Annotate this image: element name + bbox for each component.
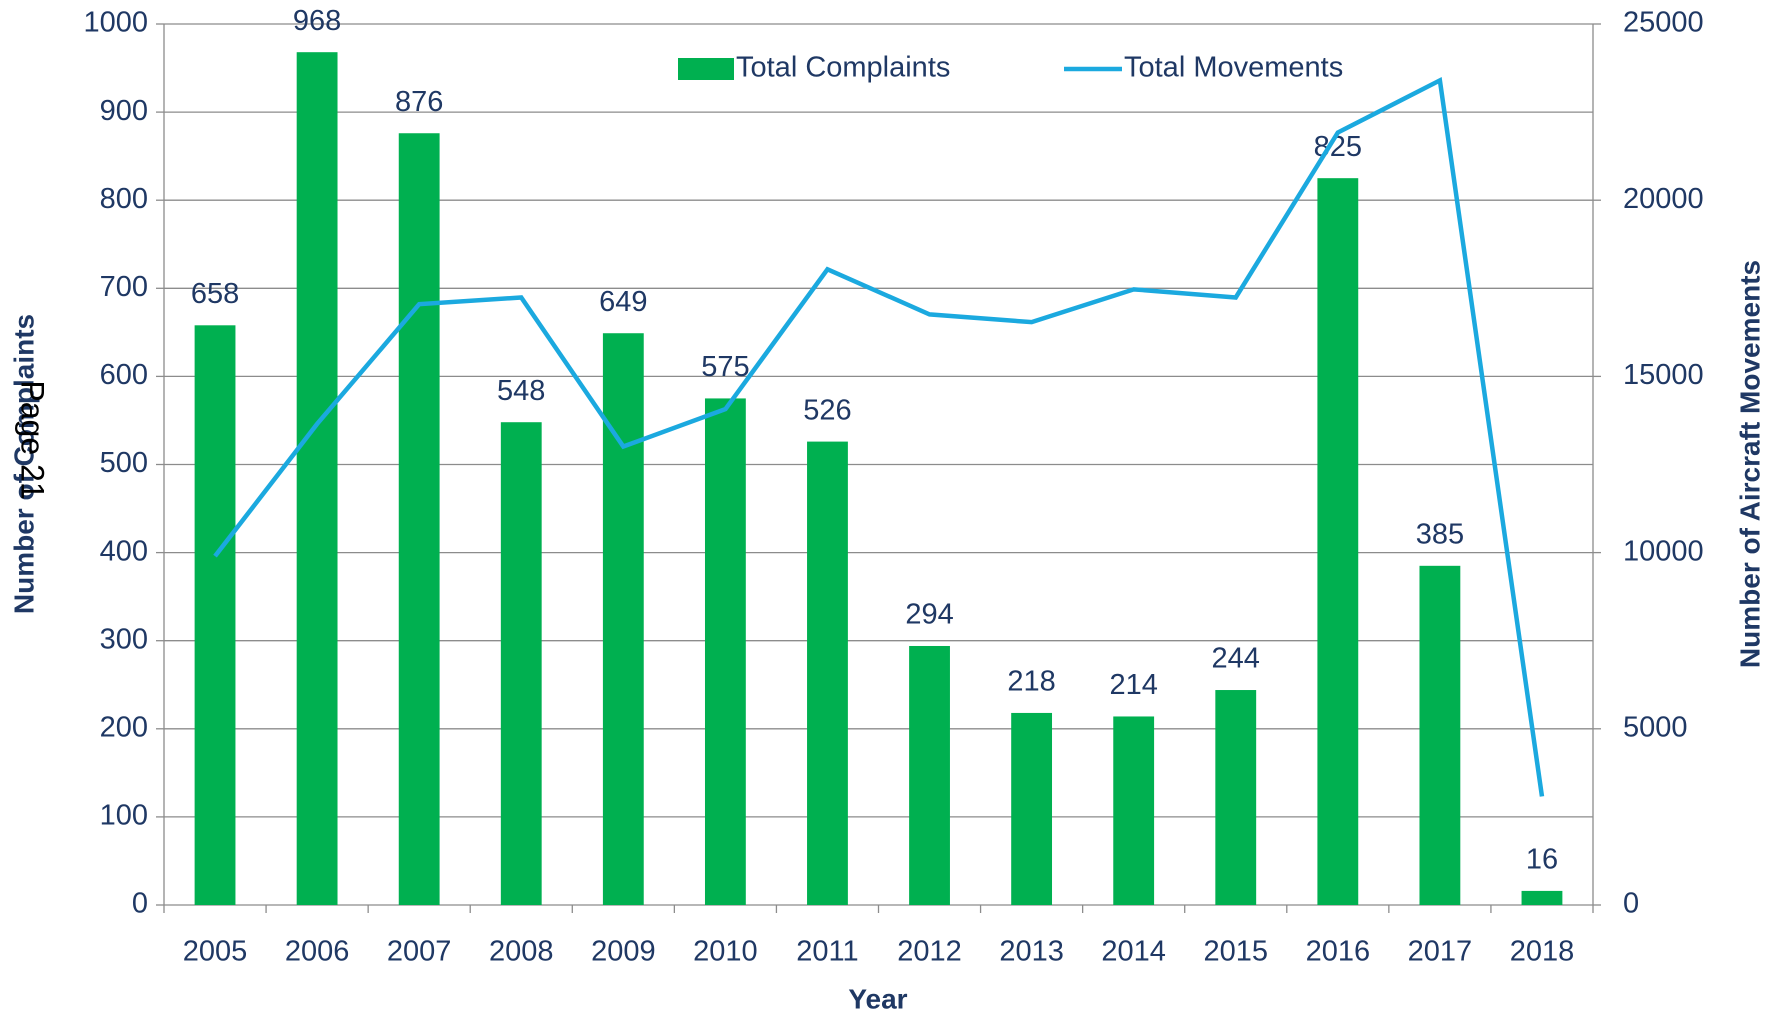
y-axis-title: Number of Complaints bbox=[8, 314, 39, 614]
y2-tick-label: 20000 bbox=[1623, 183, 1704, 215]
data-label: 244 bbox=[1212, 643, 1260, 675]
data-label: 385 bbox=[1416, 518, 1464, 550]
x-tick-label: 2005 bbox=[183, 936, 248, 968]
data-label: 214 bbox=[1109, 669, 1157, 701]
y-tick-label: 200 bbox=[100, 711, 148, 743]
y-tick-label: 1000 bbox=[83, 7, 148, 39]
bar bbox=[1113, 716, 1155, 905]
x-tick-label: 2013 bbox=[999, 936, 1064, 968]
bar bbox=[1317, 178, 1359, 906]
y-tick-label: 600 bbox=[100, 359, 148, 391]
legend-label: Total Movements bbox=[1124, 52, 1343, 84]
bar bbox=[194, 325, 236, 905]
bar bbox=[1215, 690, 1257, 905]
data-label: 575 bbox=[701, 351, 749, 383]
data-label: 548 bbox=[497, 375, 545, 407]
x-axis-title: Year bbox=[848, 983, 907, 1014]
x-tick-label: 2014 bbox=[1101, 936, 1166, 968]
x-tick-label: 2007 bbox=[387, 936, 452, 968]
y-tick-label: 700 bbox=[100, 271, 148, 303]
data-label: 658 bbox=[191, 278, 239, 310]
y2-tick-label: 15000 bbox=[1623, 359, 1704, 391]
x-tick-label: 2012 bbox=[897, 936, 962, 968]
y2-axis-title: Number of Aircraft Movements bbox=[1734, 260, 1765, 668]
bar bbox=[398, 133, 440, 905]
data-label: 16 bbox=[1526, 844, 1558, 876]
x-tick-label: 2009 bbox=[591, 936, 656, 968]
x-tick-label: 2015 bbox=[1203, 936, 1268, 968]
y-tick-label: 300 bbox=[100, 623, 148, 655]
x-tick-label: 2011 bbox=[796, 936, 858, 968]
y-tick-label: 900 bbox=[100, 95, 148, 127]
y2-tick-label: 25000 bbox=[1623, 7, 1704, 39]
y2-tick-label: 5000 bbox=[1623, 711, 1688, 743]
bar bbox=[1419, 565, 1461, 905]
data-label: 649 bbox=[599, 286, 647, 318]
x-tick-label: 2018 bbox=[1510, 936, 1575, 968]
data-label: 294 bbox=[905, 599, 953, 631]
bar bbox=[807, 441, 848, 905]
bar bbox=[1011, 712, 1053, 905]
y-tick-label: 500 bbox=[100, 447, 148, 479]
y-tick-label: 100 bbox=[100, 800, 148, 832]
data-label: 218 bbox=[1007, 666, 1055, 698]
page-annotation: Page 21 bbox=[15, 380, 51, 499]
y2-tick-label: 0 bbox=[1623, 888, 1639, 920]
y-tick-label: 800 bbox=[100, 183, 148, 215]
bar bbox=[704, 398, 746, 905]
line bbox=[213, 76, 1545, 797]
bar bbox=[602, 333, 644, 906]
x-tick-label: 2010 bbox=[693, 936, 758, 968]
y-tick-label: 0 bbox=[132, 888, 148, 920]
x-tick-label: 2017 bbox=[1408, 936, 1473, 968]
data-label: 876 bbox=[395, 86, 443, 118]
x-tick-label: 2006 bbox=[285, 936, 350, 968]
y-tick-label: 400 bbox=[100, 535, 148, 567]
bar bbox=[909, 645, 950, 905]
bar bbox=[1521, 890, 1563, 905]
bar bbox=[296, 52, 338, 905]
legend-label: Total Complaints bbox=[736, 52, 950, 84]
y2-tick-label: 10000 bbox=[1623, 535, 1704, 567]
x-tick-label: 2008 bbox=[489, 936, 554, 968]
data-label: 968 bbox=[293, 5, 341, 37]
legend-swatch bbox=[678, 58, 734, 80]
bar bbox=[500, 422, 542, 905]
data-label: 526 bbox=[803, 394, 851, 426]
x-tick-label: 2016 bbox=[1306, 936, 1371, 968]
